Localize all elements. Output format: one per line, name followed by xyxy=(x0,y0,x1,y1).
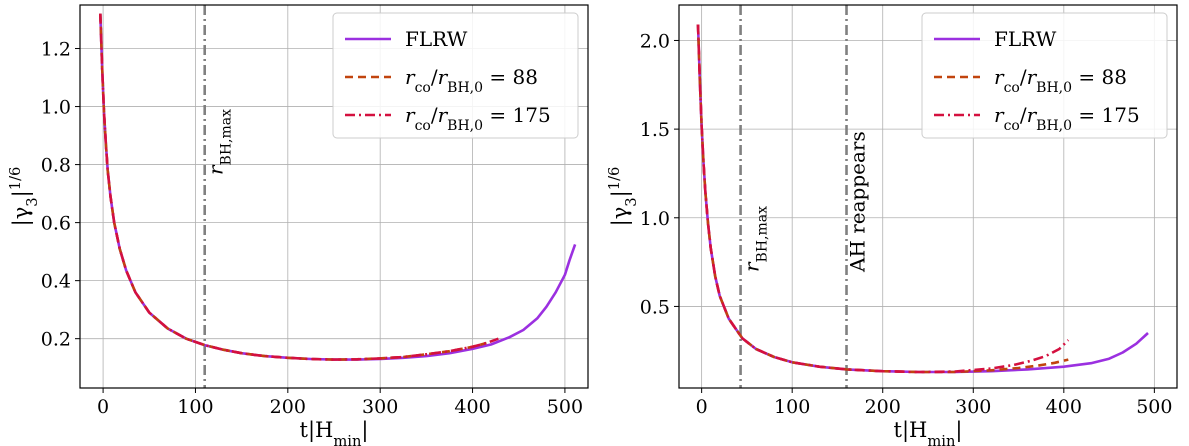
x-tick-label: 300 xyxy=(955,396,991,418)
x-tick-label: 0 xyxy=(696,396,708,418)
vertical-line-label: AH reappears xyxy=(846,131,870,273)
y-tick-label: 1.0 xyxy=(640,208,670,230)
x-tick-label: 500 xyxy=(547,396,583,418)
vertical-line-label: rBH,max xyxy=(740,206,771,272)
x-axis-label: t|Hmin| xyxy=(300,418,369,446)
x-tick-label: 200 xyxy=(865,396,901,418)
legend-label-0: FLRW xyxy=(994,27,1057,51)
x-tick-label: 500 xyxy=(1136,396,1172,418)
x-tick-label: 200 xyxy=(270,396,306,418)
y-tick-label: 0.5 xyxy=(640,296,670,318)
y-tick-label: 1.0 xyxy=(41,97,71,119)
vertical-line-label: rBH,max xyxy=(204,109,235,175)
y-axis-label: |γ3|1/6 xyxy=(7,167,41,227)
x-tick-label: 100 xyxy=(177,396,213,418)
y-tick-label: 0.8 xyxy=(41,155,71,177)
right-chart-panel: rBH,max AH reappears 0 100 200 300 400 500 0.5 1.… xyxy=(606,5,1178,446)
y-tick-label: 0.2 xyxy=(41,329,71,351)
x-tick-label: 0 xyxy=(97,396,109,418)
y-tick-label: 0.6 xyxy=(41,213,71,235)
y-tick-label: 1.2 xyxy=(41,39,71,61)
x-tick-label: 300 xyxy=(362,396,398,418)
x-axis-label: t|Hmin| xyxy=(894,418,963,446)
x-tick-label: 400 xyxy=(454,396,490,418)
y-tick-label: 1.5 xyxy=(640,119,670,141)
y-tick-label: 2.0 xyxy=(640,30,670,52)
y-axis-label: |γ3|1/6 xyxy=(606,167,640,227)
left-chart-panel: rBH,max 0 100 200 300 400 500 0.2 0.4 0.6 0.8 1.0 1.… xyxy=(7,5,589,446)
x-tick-label: 100 xyxy=(774,396,810,418)
legend-label-0: FLRW xyxy=(405,27,468,51)
y-tick-label: 0.4 xyxy=(41,271,71,293)
x-tick-label: 400 xyxy=(1046,396,1082,418)
